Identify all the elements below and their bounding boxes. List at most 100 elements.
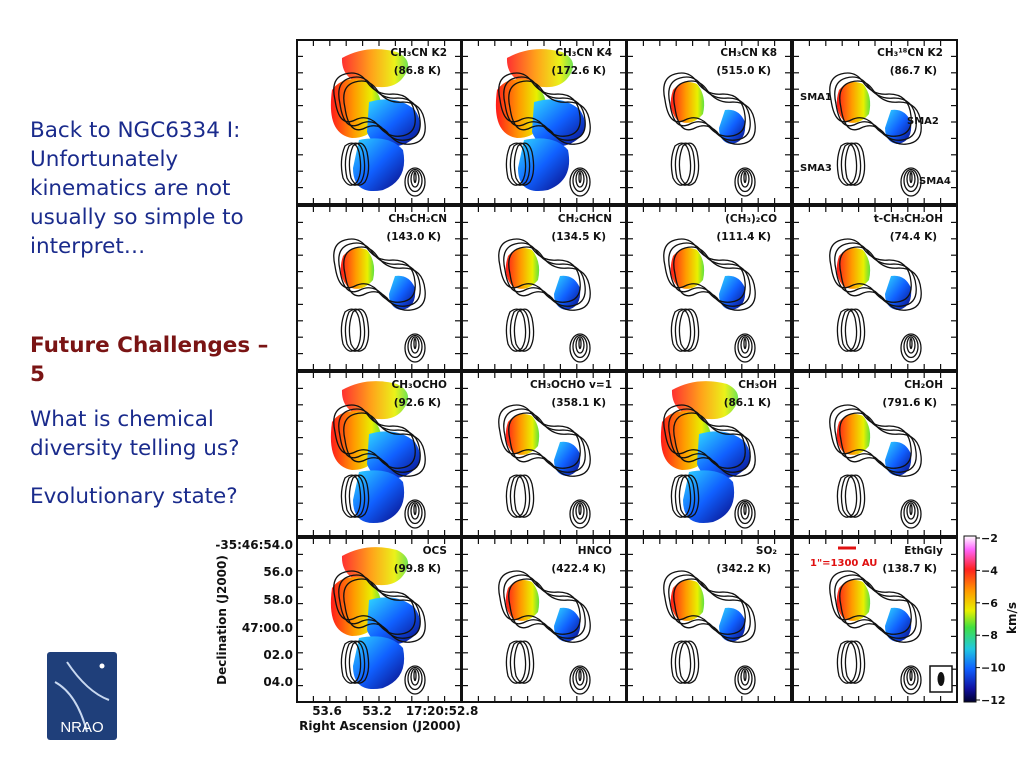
- contour-line: [513, 474, 535, 518]
- molecule-label: EthGly: [904, 545, 943, 557]
- contour-line: [829, 404, 912, 469]
- map-panel: CH₃OH (86.1 K): [626, 371, 792, 537]
- contour-line: [673, 412, 756, 477]
- contour-line: [743, 503, 747, 516]
- contour-line: [678, 308, 700, 352]
- contour-line: [834, 574, 917, 639]
- contour-line: [410, 336, 420, 354]
- contour-line: [663, 238, 746, 303]
- contour-line: [674, 474, 696, 518]
- contour-line: [348, 142, 370, 186]
- contour-line: [673, 578, 756, 643]
- contour-line: [407, 666, 423, 691]
- emission-patch: [885, 109, 912, 144]
- contour-line: [498, 72, 581, 137]
- contour-line: [498, 238, 581, 303]
- contour-line: [578, 669, 582, 682]
- map-panel: CH₃CN K4 (172.6 K): [461, 39, 627, 205]
- panel-frame: [792, 205, 958, 371]
- molecule-label: CH₂CHCN: [558, 213, 612, 225]
- contour-line: [569, 167, 591, 197]
- emission-patch: [719, 109, 746, 144]
- contour-line: [572, 168, 588, 193]
- contour-line: [343, 578, 426, 643]
- contour-line: [670, 142, 692, 186]
- emission-patch: [719, 275, 746, 310]
- map-panel: CH₃OCHO v=1 (358.1 K): [461, 371, 627, 537]
- contour-line: [663, 72, 746, 137]
- colorbar-label: km/s: [1005, 602, 1019, 634]
- emission-patch: [505, 248, 540, 289]
- contour-line: [508, 246, 591, 311]
- temperature-label: (74.4 K): [890, 231, 937, 243]
- contour-line: [743, 669, 747, 682]
- contour-line: [513, 308, 535, 352]
- contour-line: [839, 246, 922, 311]
- molecule-label: CH₃CN K8: [720, 47, 777, 59]
- contour-line: [678, 640, 700, 684]
- contour-line: [505, 640, 527, 684]
- contour-line: [836, 640, 858, 684]
- nrao-logo-text: NRAO: [60, 719, 103, 736]
- scale-bar-label: 1"=1300 AU: [810, 558, 877, 569]
- contour-line: [900, 333, 922, 363]
- contour-line: [513, 142, 535, 186]
- contour-line: [344, 640, 366, 684]
- contour-line: [498, 570, 581, 635]
- panel-frame: [792, 371, 958, 537]
- contour-line: [829, 570, 912, 635]
- contour-line: [413, 337, 417, 350]
- contour-line: [498, 404, 581, 469]
- emission-patch: [670, 580, 705, 621]
- contour-line: [340, 142, 362, 186]
- contour-line: [404, 665, 426, 695]
- temperature-label: (342.2 K): [716, 563, 771, 575]
- panel-frame: [296, 205, 462, 371]
- emission-patch: [836, 414, 871, 455]
- map-panel: CH₃OCHO (92.6 K): [296, 371, 462, 537]
- map-panel: CH₃CN K2 (86.8 K): [296, 39, 462, 205]
- contour-line: [903, 334, 919, 359]
- contour-line: [404, 333, 426, 363]
- temperature-label: (143.0 K): [386, 231, 441, 243]
- molecule-label: CH₃¹⁸CN K2: [877, 47, 943, 59]
- y-axis-label: Declination (J2000): [215, 555, 229, 685]
- contour-line: [663, 570, 746, 635]
- contour-line: [340, 474, 362, 518]
- contour-line: [900, 499, 922, 529]
- contour-line: [909, 669, 913, 682]
- emission-patch: [836, 248, 871, 289]
- panel-frame: [461, 371, 627, 537]
- contour-line: [503, 574, 586, 639]
- beam-ellipse: [937, 672, 945, 686]
- contour-line: [740, 336, 750, 354]
- map-panel: CH₃CH₂CN (143.0 K): [296, 205, 462, 371]
- contour-line: [338, 408, 421, 473]
- contour-line: [509, 640, 531, 684]
- contour-line: [840, 640, 862, 684]
- contour-line: [343, 80, 426, 145]
- contour-line: [578, 171, 582, 184]
- temperature-label: (172.6 K): [551, 65, 606, 77]
- source-label: SMA2: [907, 116, 939, 127]
- contour-line: [333, 238, 416, 303]
- emission-patch: [340, 248, 375, 289]
- contour-line: [906, 502, 916, 520]
- map-panel: HNCO (422.4 K): [461, 537, 627, 703]
- contour-line: [674, 308, 696, 352]
- emission-patch: [670, 82, 705, 123]
- panel-frame: [461, 205, 627, 371]
- contour-line: [734, 665, 756, 695]
- nrao-logo: NRAO: [47, 652, 117, 740]
- contour-line: [670, 640, 692, 684]
- contour-line: [673, 246, 756, 311]
- contour-line: [344, 308, 366, 352]
- emission-patch: [554, 275, 581, 310]
- emission-patch: [554, 441, 581, 476]
- molecule-label: CH₃OCHO: [392, 379, 448, 391]
- emission-patch: [554, 607, 581, 642]
- panel-frame: [626, 205, 792, 371]
- emission-patch: [353, 470, 405, 524]
- contour-line: [740, 668, 750, 686]
- map-panel: OCS (99.8 K): [296, 537, 462, 703]
